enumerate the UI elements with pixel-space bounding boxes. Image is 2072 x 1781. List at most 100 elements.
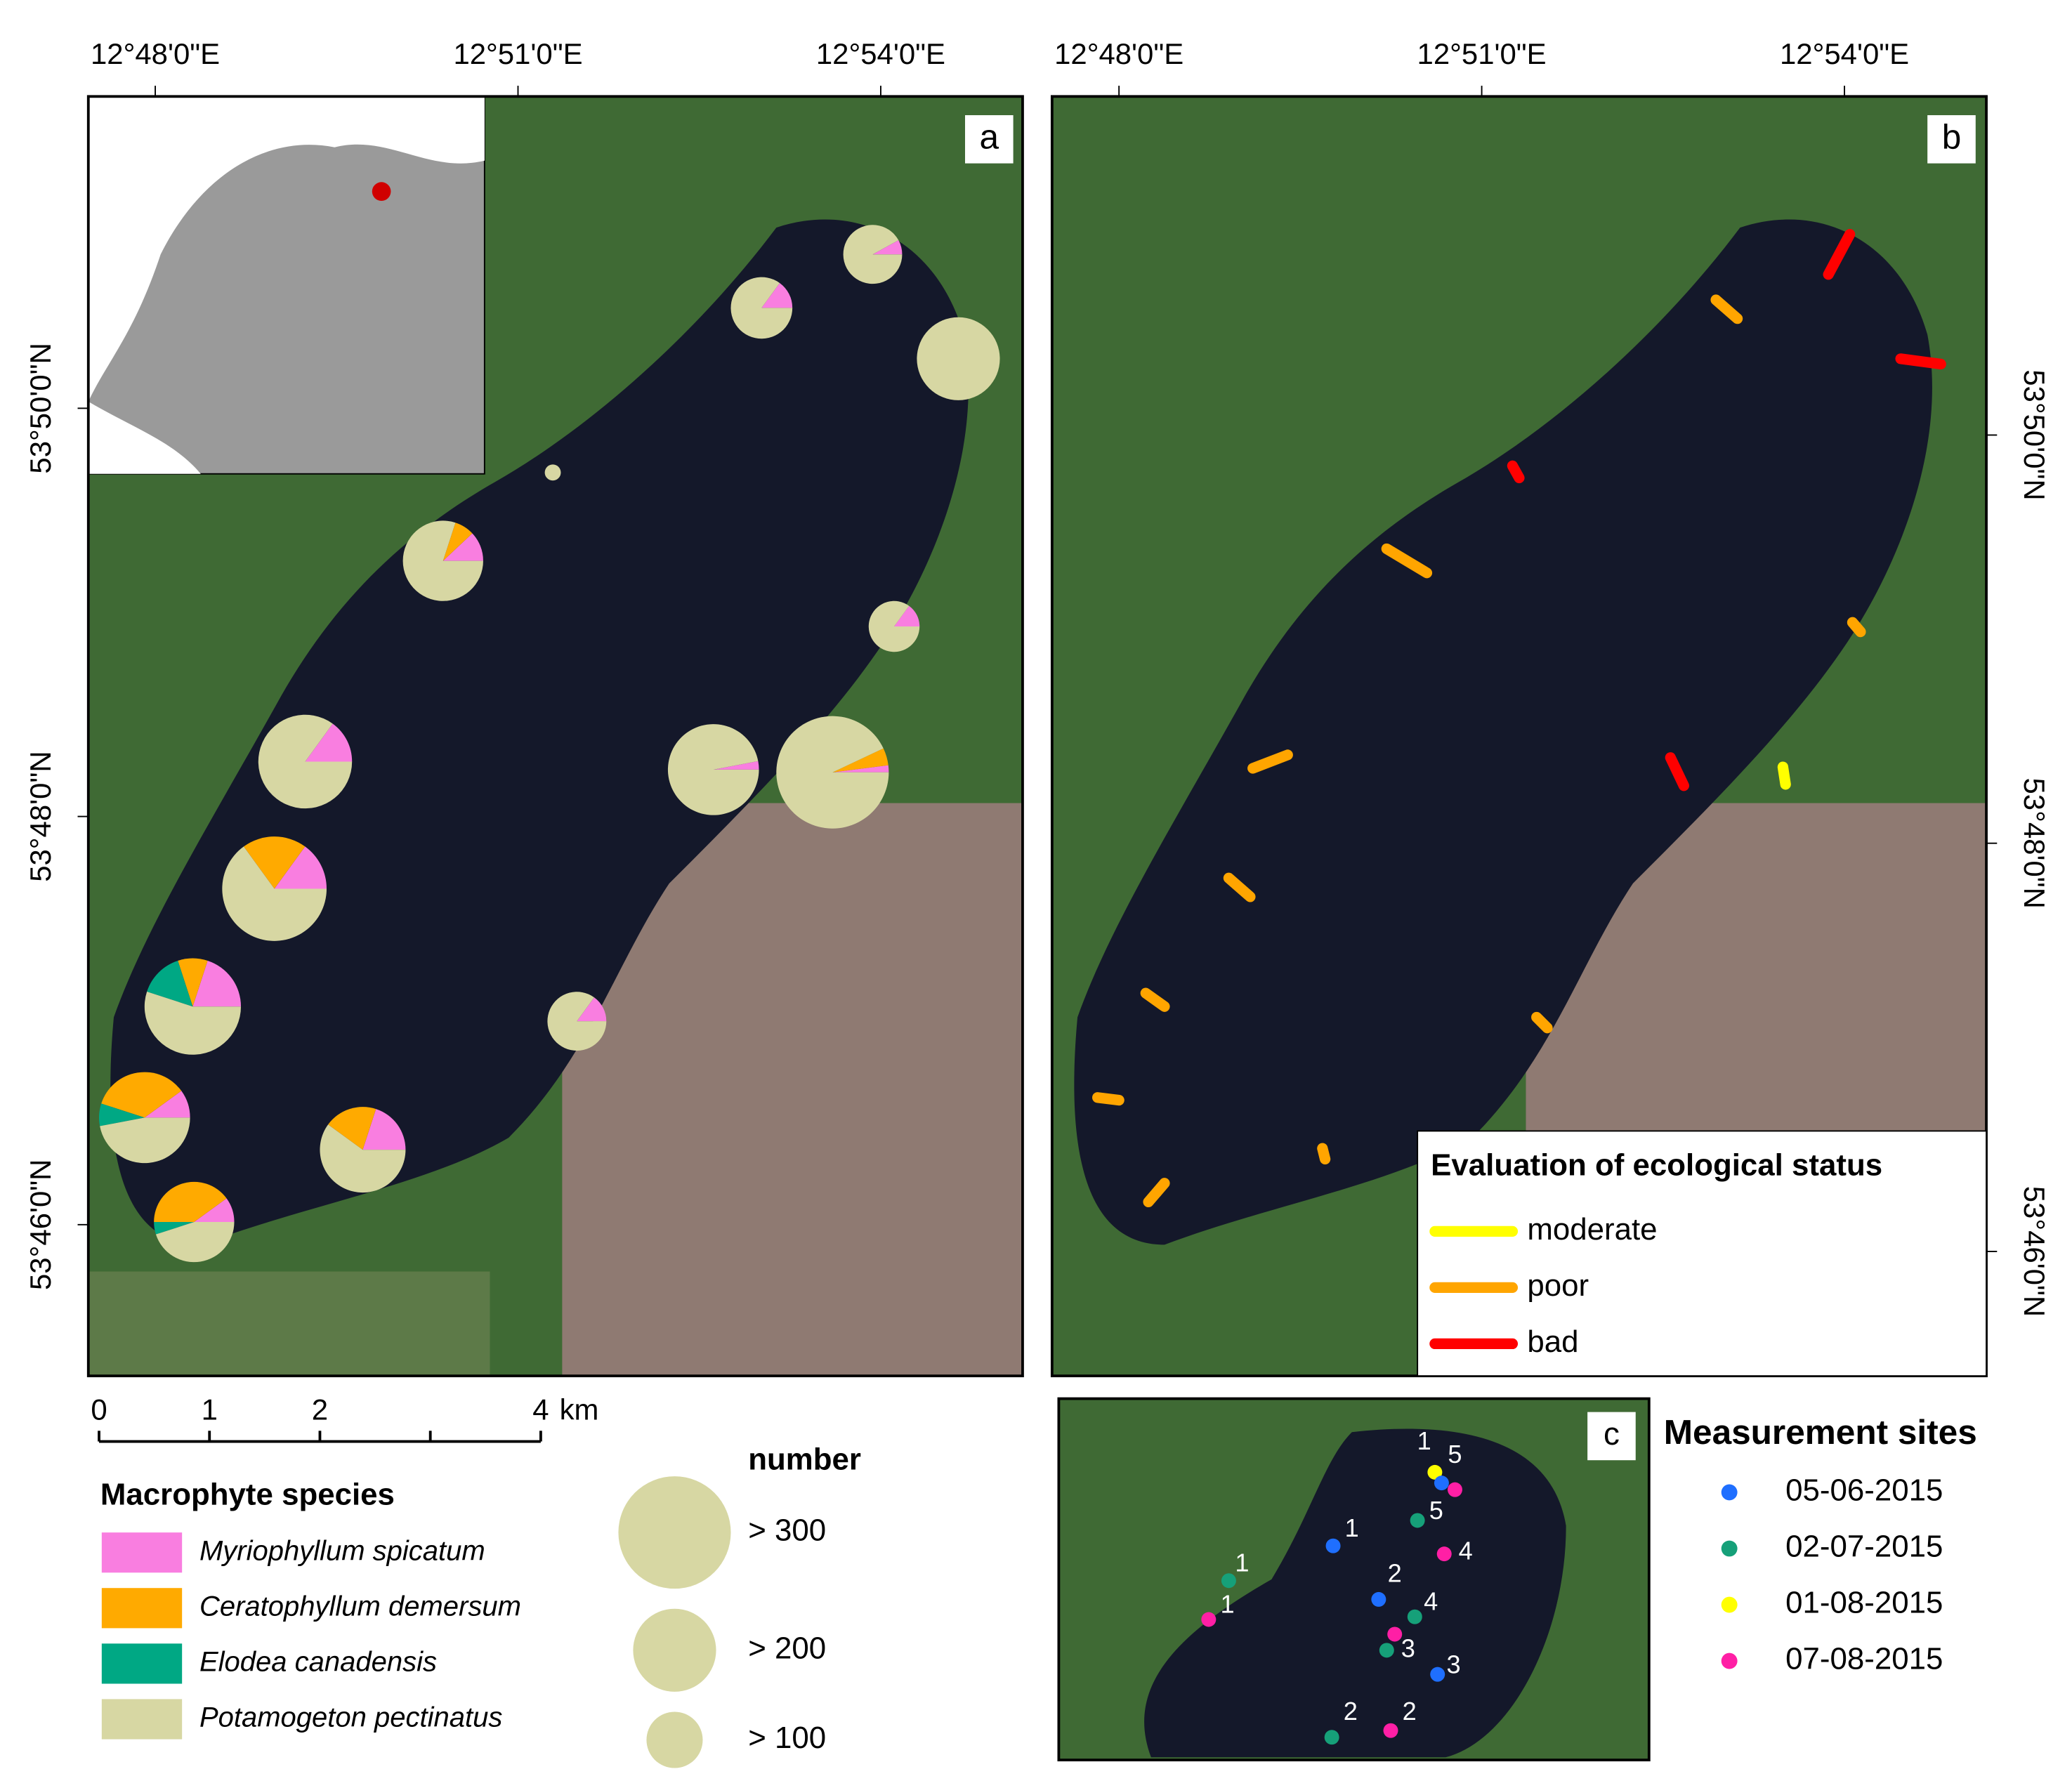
- pie-slice: [274, 846, 327, 889]
- status-legend-box: [1417, 1130, 1987, 1377]
- pie-slice: [442, 533, 483, 561]
- pie-slice: [547, 992, 607, 1051]
- pie-slice: [544, 464, 561, 481]
- pie-slice: [144, 1091, 190, 1118]
- legend-label: 07-08-2015: [1785, 1642, 1943, 1676]
- site-dot: [1447, 1482, 1462, 1497]
- site-label: 2: [1388, 1559, 1402, 1588]
- status-segment: [1317, 1143, 1331, 1165]
- pie-slice: [320, 1124, 406, 1193]
- size-symbol: [646, 1711, 703, 1768]
- site-dot: [1407, 1609, 1422, 1624]
- y-coordinate-label: 53°50'0"N: [24, 343, 57, 473]
- legend-label: Elodea canadensis: [199, 1646, 437, 1677]
- legend-swatch: [101, 1532, 183, 1573]
- x-coordinate-label: 12°48'0"E: [1054, 37, 1183, 70]
- pie-slice: [868, 600, 920, 652]
- status-segment: [1823, 228, 1856, 280]
- size-symbol: [618, 1476, 731, 1589]
- site-label: 1: [1220, 1590, 1234, 1619]
- pie-slice: [893, 605, 920, 626]
- site-dot: [1325, 1538, 1341, 1553]
- panel-letter: a: [980, 117, 999, 156]
- panel-letter: b: [1942, 117, 1962, 156]
- legend-label: bad: [1527, 1325, 1578, 1359]
- pie-slice: [917, 317, 1000, 400]
- scale-unit: km: [560, 1393, 599, 1426]
- site-dot: [1410, 1513, 1425, 1528]
- legend-label: Myriophyllum spicatum: [199, 1535, 485, 1566]
- pie-slice: [147, 960, 193, 1007]
- status-segment: [1665, 752, 1689, 791]
- site-dot: [1201, 1612, 1217, 1627]
- legend-label: > 100: [748, 1721, 826, 1755]
- scale-label: 4: [532, 1393, 549, 1426]
- panel-letter: c: [1604, 1416, 1620, 1452]
- x-coordinate-label: 12°48'0"E: [91, 37, 220, 70]
- pie-slice: [194, 1198, 235, 1223]
- pie-slice: [776, 716, 889, 829]
- pie-slice: [402, 520, 483, 601]
- legend-swatch: [101, 1643, 183, 1684]
- y-coordinate-label: 53°48'0"N: [24, 751, 57, 881]
- pie-slice: [222, 846, 327, 941]
- scale-label: 2: [312, 1393, 328, 1426]
- pie-slice: [192, 960, 242, 1007]
- pie-slice: [843, 225, 903, 284]
- x-coordinate-label: 12°54'0"E: [1780, 37, 1909, 70]
- legend-label: > 200: [748, 1631, 826, 1665]
- site-label: 4: [1424, 1587, 1438, 1616]
- status-segment: [1777, 761, 1791, 790]
- status-segment: [1507, 460, 1525, 484]
- site-label: 2: [1344, 1697, 1358, 1726]
- scale-label: 1: [202, 1393, 218, 1426]
- y-coordinate-label: 53°50'0"N: [2018, 369, 2051, 500]
- status-segment: [1895, 353, 1946, 370]
- pie-slice: [832, 765, 889, 773]
- pie-slice: [328, 1107, 376, 1150]
- status-segment: [1381, 543, 1433, 579]
- site-label: 1: [1345, 1513, 1359, 1542]
- legend-label: 01-08-2015: [1785, 1586, 1943, 1620]
- pie-slice: [101, 1072, 182, 1118]
- y-coordinate-label: 53°46'0"N: [2018, 1186, 2051, 1317]
- site-dot: [1387, 1626, 1403, 1642]
- pie-slice: [99, 1103, 145, 1126]
- status-segment: [1531, 1011, 1553, 1034]
- panel-a-map: [88, 96, 1023, 1376]
- site-dot: [1221, 1573, 1236, 1589]
- legend-title: Measurement sites: [1664, 1413, 1977, 1452]
- pie-slice: [362, 1109, 406, 1150]
- pie-slice: [144, 992, 242, 1055]
- pie-slice: [154, 1222, 195, 1235]
- site-dot: [1324, 1730, 1339, 1745]
- site-label: 5: [1429, 1496, 1443, 1525]
- pie-slice: [155, 1222, 235, 1263]
- legend-label: Ceratophyllum demersum: [199, 1591, 521, 1622]
- legend-label: moderate: [1527, 1212, 1657, 1247]
- scale-label: 0: [91, 1393, 107, 1426]
- y-coordinate-label: 53°46'0"N: [24, 1159, 57, 1290]
- pie-slice: [761, 282, 793, 308]
- pie-slice: [100, 1117, 190, 1164]
- site-label: 3: [1401, 1634, 1415, 1662]
- x-coordinate-label: 12°51'0"E: [1417, 37, 1547, 70]
- legend-label: > 300: [748, 1513, 826, 1548]
- site-label: 4: [1459, 1536, 1473, 1565]
- pie-slice: [154, 1181, 227, 1223]
- pie-slice: [577, 997, 607, 1022]
- site-dot: [1383, 1723, 1398, 1738]
- legend-dot: [1721, 1484, 1738, 1501]
- pie-slice: [305, 723, 353, 762]
- size-symbol: [633, 1608, 716, 1692]
- site-label: 5: [1448, 1440, 1462, 1468]
- site-label: 1: [1417, 1426, 1431, 1455]
- site-label: 2: [1403, 1697, 1417, 1726]
- legend-title: number: [748, 1442, 861, 1477]
- site-dot: [1434, 1476, 1449, 1491]
- status-segment: [1223, 872, 1256, 902]
- site-dot: [1430, 1667, 1445, 1682]
- legend-swatch: [101, 1699, 183, 1740]
